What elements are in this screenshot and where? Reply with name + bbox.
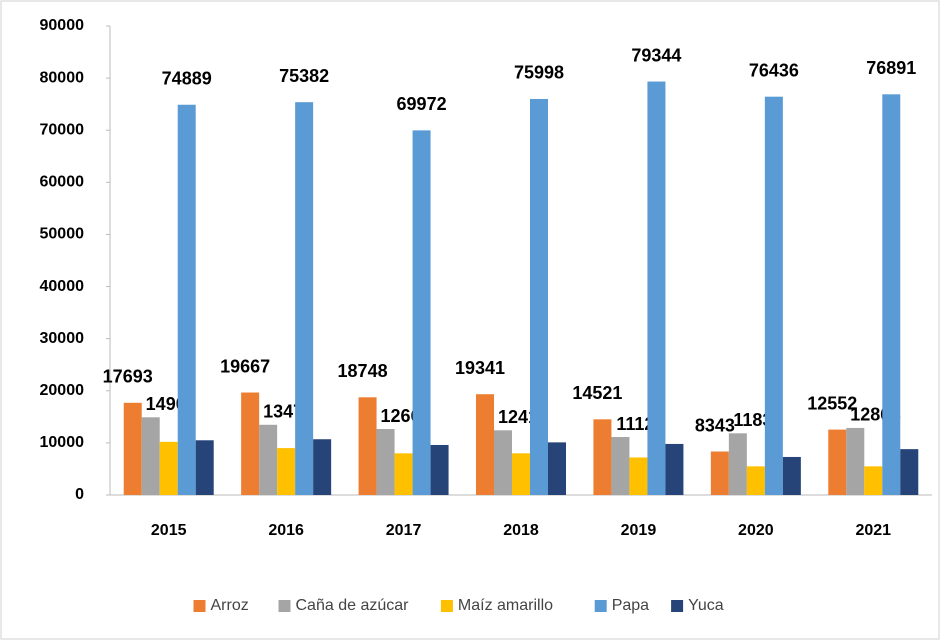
- x-tick-label: 2021: [855, 522, 891, 539]
- legend-swatch: [440, 600, 453, 612]
- bar: [476, 394, 494, 495]
- bar: [141, 417, 160, 495]
- bar: [828, 429, 847, 495]
- bar: [882, 94, 901, 496]
- data-label: 12552: [807, 393, 857, 413]
- bar: [376, 429, 395, 495]
- bar: [665, 443, 684, 495]
- bar: [412, 130, 431, 495]
- bar: [277, 448, 296, 495]
- bar: [647, 81, 666, 495]
- bar: [159, 441, 178, 495]
- data-label: 75998: [514, 63, 564, 83]
- legend-label: Caña de azúcar: [296, 597, 410, 614]
- bar: [259, 424, 278, 495]
- bar: [313, 439, 332, 495]
- bar: [195, 440, 214, 495]
- y-tick-label: 70000: [40, 121, 85, 138]
- bar: [629, 457, 648, 495]
- legend-swatch: [671, 600, 684, 612]
- bar: [530, 98, 548, 496]
- bar: [593, 419, 612, 495]
- bar: [710, 451, 729, 495]
- data-label: 14521: [572, 383, 622, 403]
- data-label: 19667: [220, 356, 270, 376]
- data-label: 76891: [866, 58, 916, 78]
- legend-swatch: [594, 600, 607, 612]
- bar: [764, 96, 783, 496]
- legend-label: Maíz amarillo: [458, 597, 553, 614]
- x-tick-label: 2019: [621, 522, 657, 539]
- bar: [864, 466, 883, 495]
- bar: [394, 453, 413, 495]
- bar: [746, 466, 765, 495]
- data-label: 18748: [338, 361, 388, 381]
- bar: [512, 453, 530, 495]
- bar: [358, 397, 377, 495]
- bar: [177, 104, 196, 495]
- x-tick-label: 2015: [151, 522, 187, 539]
- y-tick-label: 20000: [40, 382, 85, 399]
- bar: [430, 444, 449, 495]
- y-tick-label: 30000: [40, 330, 85, 347]
- legend-label: Arroz: [211, 597, 249, 614]
- data-label: 74889: [162, 68, 212, 88]
- x-tick-label: 2017: [386, 522, 422, 539]
- bar: [494, 430, 512, 495]
- x-tick-label: 2016: [268, 522, 304, 539]
- bar: [728, 433, 747, 495]
- x-tick-label: 2020: [738, 522, 774, 539]
- data-label: 19341: [455, 358, 505, 378]
- data-label: 8343: [695, 415, 735, 435]
- data-label: 69972: [397, 94, 447, 114]
- y-tick-label: 50000: [40, 226, 85, 243]
- bar: [782, 456, 801, 495]
- legend-label: Papa: [612, 597, 649, 614]
- bar: [900, 449, 919, 495]
- legend-label: Yuca: [688, 597, 724, 614]
- x-tick-label: 2018: [503, 522, 539, 539]
- data-label: 17693: [103, 367, 153, 387]
- y-tick-label: 10000: [40, 434, 85, 451]
- data-label: 75382: [279, 66, 329, 86]
- bar: [295, 102, 314, 495]
- y-tick-label: 60000: [40, 174, 85, 191]
- bar: [123, 402, 142, 495]
- data-label: 79344: [631, 45, 681, 65]
- data-label: 76436: [749, 60, 799, 80]
- y-tick-label: 40000: [40, 278, 85, 295]
- y-tick-label: 0: [75, 486, 84, 503]
- legend-swatch: [193, 600, 206, 612]
- bar: [241, 392, 260, 495]
- bar: [548, 442, 566, 495]
- bar: [611, 437, 630, 495]
- y-tick-label: 80000: [40, 69, 85, 86]
- y-tick-label: 90000: [40, 17, 85, 34]
- legend-swatch: [278, 600, 291, 612]
- bar: [846, 427, 865, 495]
